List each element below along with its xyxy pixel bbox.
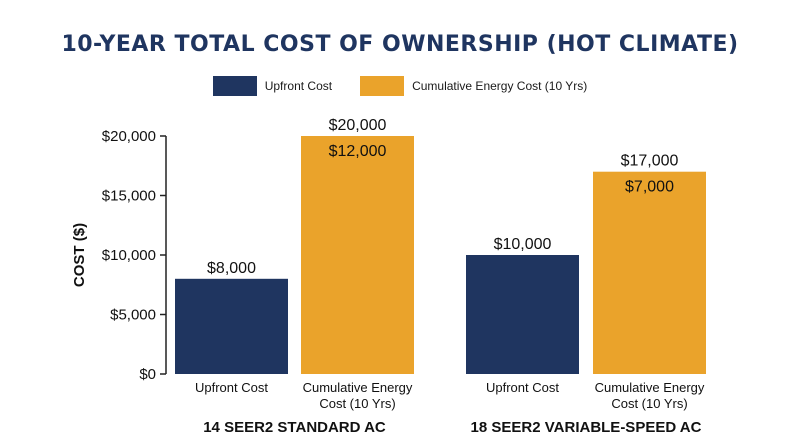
chart-title: 10-YEAR TOTAL COST OF OWNERSHIP (HOT CLI… <box>61 32 739 57</box>
x-category-label-line2: Cost (10 Yrs) <box>611 396 687 411</box>
x-category-label: Cumulative Energy <box>595 380 705 395</box>
bar-value-label: $17,000 <box>621 153 679 170</box>
legend-swatch-upfront <box>212 76 257 96</box>
x-category-label-line2: Cost (10 Yrs) <box>319 396 395 411</box>
x-category-label: Upfront Cost <box>486 380 559 395</box>
bar-2-2 <box>593 171 706 374</box>
y-tick-label: $15,000 <box>102 188 156 205</box>
legend-swatch-energy <box>360 76 405 96</box>
y-axis-title: COST ($) <box>71 223 88 287</box>
bar-value-label: $8,000 <box>207 260 256 277</box>
y-tick-label: $5,000 <box>110 307 156 324</box>
bar-1-1 <box>175 278 288 374</box>
legend-label-energy: Cumulative Energy Cost (10 Yrs) <box>412 79 588 93</box>
legend-item-upfront: Upfront Cost <box>212 76 333 96</box>
legend-label-upfront: Upfront Cost <box>264 79 333 93</box>
x-category-label: Upfront Cost <box>195 380 268 395</box>
bar-value-label: $10,000 <box>494 236 552 253</box>
y-tick-label: $20,000 <box>102 128 156 145</box>
chart-legend: Upfront Cost Cumulative Energy Cost (10 … <box>0 76 800 96</box>
bar-2-1 <box>466 255 579 374</box>
legend-item-energy: Cumulative Energy Cost (10 Yrs) <box>360 76 587 96</box>
bar-energy-label: $12,000 <box>329 143 387 160</box>
bar-value-label: $20,000 <box>329 117 387 134</box>
bar-1-2 <box>301 136 414 374</box>
y-tick-label: $0 <box>139 366 156 383</box>
group-label: 18 SEER2 VARIABLE-SPEED AC <box>471 419 702 436</box>
x-category-label: Cumulative Energy <box>303 380 413 395</box>
y-tick-label: $10,000 <box>102 247 156 264</box>
group-label: 14 SEER2 STANDARD AC <box>203 419 386 436</box>
bar-energy-label: $7,000 <box>625 179 674 196</box>
